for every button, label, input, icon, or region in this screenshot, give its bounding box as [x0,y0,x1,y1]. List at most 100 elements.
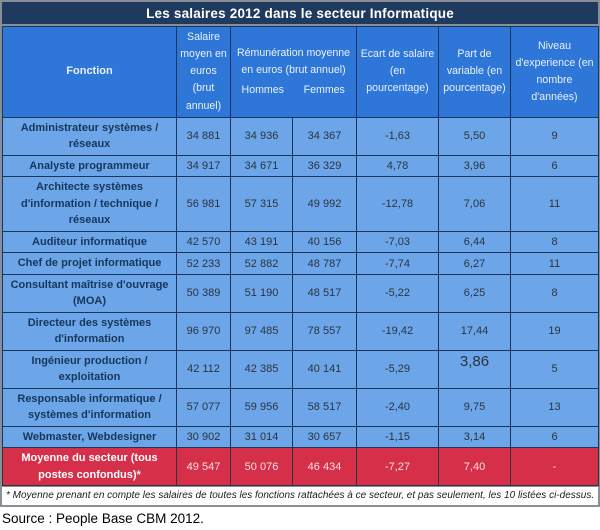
cell-part: 5,50 [438,116,511,156]
cell-femmes: 30 657 [292,425,357,449]
cell-fonction: Chef de projet informatique [2,252,177,275]
cell-ecart: -7,74 [356,252,439,275]
cell-hommes: 34 936 [230,116,293,156]
cell-niveau: 8 [510,230,599,254]
cell-salaire: 30 902 [176,425,231,449]
cell-hommes: 97 485 [230,311,293,351]
table-row: Directeur des systèmes d'information 96 … [2,311,599,351]
cell-hommes: 50 076 [230,447,293,487]
cell-ecart: -7,27 [356,447,439,487]
cell-fonction: Administrateur systèmes / réseaux [2,116,177,156]
cell-hommes: 57 315 [230,176,293,232]
table-row: Webmaster, Webdesigner 30 902 31 014 30 … [2,425,599,449]
table-row: Responsable informatique / systèmes d'in… [2,387,599,427]
cell-femmes: 48 787 [292,252,357,275]
cell-ecart: -12,78 [356,176,439,232]
cell-niveau: 13 [510,387,599,427]
cell-femmes: 78 557 [292,311,357,351]
col-header-fonction: Fonction [2,26,177,118]
cell-femmes: 58 517 [292,387,357,427]
cell-fonction: Directeur des systèmes d'information [2,311,177,351]
cell-salaire: 49 547 [176,447,231,487]
cell-part: 3,96 [438,154,511,178]
cell-niveau: 8 [510,273,599,313]
cell-part: 6,25 [438,273,511,313]
cell-salaire: 50 389 [176,273,231,313]
salary-table-panel: Les salaires 2012 dans le secteur Inform… [0,0,600,508]
average-row: Moyenne du secteur (tous postes confondu… [2,447,599,487]
col-header-salaire-moyen: Salaire moyen en euros (brut annuel) [176,26,231,118]
cell-hommes: 31 014 [230,425,293,449]
cell-niveau: 6 [510,154,599,178]
cell-niveau: 11 [510,176,599,232]
cell-femmes: 34 367 [292,116,357,156]
cell-salaire: 34 917 [176,154,231,178]
cell-ecart: -2,40 [356,387,439,427]
cell-niveau: 11 [510,252,599,275]
cell-ecart: -1,63 [356,116,439,156]
table-row: Analyste programmeur 34 917 34 671 36 32… [2,154,599,178]
cell-femmes: 36 329 [292,154,357,178]
cell-fonction: Auditeur informatique [2,230,177,254]
cell-hommes: 51 190 [230,273,293,313]
cell-salaire: 34 881 [176,116,231,156]
cell-salaire: 96 970 [176,311,231,351]
table-row: Architecte systèmes d'information / tech… [2,176,599,232]
cell-salaire: 42 570 [176,230,231,254]
cell-ecart: -5,29 [356,349,439,389]
cell-fonction: Moyenne du secteur (tous postes confondu… [2,447,177,487]
cell-femmes: 46 434 [292,447,357,487]
cell-ecart: -19,42 [356,311,439,351]
table-title: Les salaires 2012 dans le secteur Inform… [2,2,598,26]
cell-niveau: - [510,447,599,487]
table-row: Ingénieur production / exploitation 42 1… [2,349,599,389]
col-header-ecart-salaire: Ecart de salaire (en pourcentage) [356,26,439,118]
cell-hommes: 42 385 [230,349,293,389]
col-header-niveau-experience: Niveau d'experience (en nombre d'années) [510,26,599,118]
cell-salaire: 52 233 [176,252,231,275]
header-row: Fonction Salaire moyen en euros (brut an… [2,26,599,118]
col-subheader-hommes: Hommes [241,83,284,96]
cell-femmes: 49 992 [292,176,357,232]
cell-hommes: 59 956 [230,387,293,427]
cell-hommes: 34 671 [230,154,293,178]
cell-ecart: -5,22 [356,273,439,313]
col-header-part-variable: Part de variable (en pourcentage) [438,26,511,118]
table-row: Auditeur informatique 42 570 43 191 40 1… [2,230,599,254]
cell-femmes: 40 141 [292,349,357,389]
cell-fonction: Architecte systèmes d'information / tech… [2,176,177,232]
cell-niveau: 5 [510,349,599,389]
cell-part: 17,44 [438,311,511,351]
cell-salaire: 57 077 [176,387,231,427]
cell-part: 6,44 [438,230,511,254]
cell-fonction: Ingénieur production / exploitation [2,349,177,389]
remuneration-label: Rémunération moyenne en euros (brut annu… [236,46,351,76]
cell-part: 7,40 [438,447,511,487]
cell-part: 9,75 [438,387,511,427]
cell-hommes: 52 882 [230,252,293,275]
cell-part: 3,14 [438,425,511,449]
cell-femmes: 40 156 [292,230,357,254]
cell-part: 7,06 [438,176,511,232]
cell-fonction: Responsable informatique / systèmes d'in… [2,387,177,427]
cell-salaire: 56 981 [176,176,231,232]
cell-niveau: 19 [510,311,599,351]
cell-niveau: 9 [510,116,599,156]
cell-fonction: Webmaster, Webdesigner [2,425,177,449]
cell-part: 6,27 [438,252,511,275]
table-row: Chef de projet informatique 52 233 52 88… [2,252,599,275]
source-caption: Source : People Base CBM 2012. [2,511,204,527]
cell-salaire: 42 112 [176,349,231,389]
table-row: Consultant maîtrise d'ouvrage (MOA) 50 3… [2,273,599,313]
table-row: Administrateur systèmes / réseaux 34 881… [2,116,599,156]
col-subheader-femmes: Femmes [303,83,345,96]
table-footnote: * Moyenne prenant en compte les salaires… [2,486,598,506]
cell-ecart: 4,78 [356,154,439,178]
cell-niveau: 6 [510,425,599,449]
salary-table: Fonction Salaire moyen en euros (brut an… [2,26,599,487]
cell-fonction: Analyste programmeur [2,154,177,178]
cell-hommes: 43 191 [230,230,293,254]
cell-ecart: -1,15 [356,425,439,449]
cell-part: 3,86 [438,349,511,389]
remuneration-subheaders: Hommes Femmes [232,82,355,99]
